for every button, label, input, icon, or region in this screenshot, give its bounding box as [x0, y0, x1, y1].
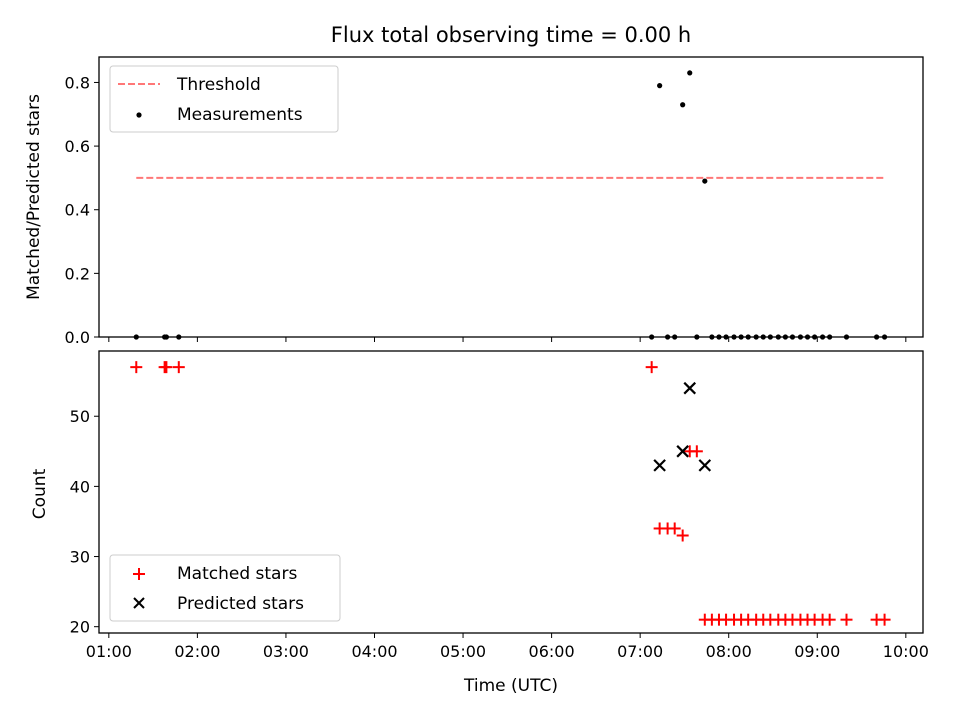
y-tick-label: 0.4 [65, 201, 90, 220]
bottom-legend-box [109, 554, 341, 622]
matched-stars-legend-swatch [133, 568, 145, 580]
measurement-point [680, 102, 686, 108]
y-tick-label: 0.8 [65, 73, 90, 92]
matched-star-point [645, 361, 658, 374]
top-legend-box [109, 65, 339, 133]
x-tick-label: 06:00 [529, 642, 575, 661]
matched-stars-legend-label: Matched stars [177, 564, 297, 584]
measurements-legend-swatch [136, 112, 142, 118]
y-tick-label: 0.2 [65, 264, 90, 283]
top-y-axis-label: Matched/Predicted stars [24, 94, 44, 300]
bottom-plot-area: 20 30 40 50 01:00 02:00 03:00 04:00 05:00 06:00 07… [70, 361, 929, 661]
y-tick-label: 50 [70, 407, 90, 426]
x-tick-label: 05:00 [440, 642, 486, 661]
y-tick-label: 0.0 [65, 328, 90, 347]
matched-star-point [823, 613, 836, 626]
top-legend: Threshold Measurements [109, 65, 339, 133]
matched-star-point [878, 613, 891, 626]
predicted-star-stroke [683, 381, 697, 395]
bottom-legend: Matched stars Predicted stars [109, 554, 341, 622]
x-tick-label: 07:00 [617, 642, 663, 661]
y-tick-label: 20 [70, 618, 90, 637]
predicted-star-stroke [676, 445, 689, 458]
measurement-point [702, 178, 708, 184]
predicted-star-point [676, 445, 689, 458]
y-tick-label: 40 [70, 477, 90, 496]
x-tick-label: 01:00 [86, 642, 132, 661]
matched-star-point [840, 613, 853, 626]
matched-star-point [690, 445, 703, 458]
x-tick-label: 04:00 [351, 642, 397, 661]
measurement-point [687, 70, 693, 76]
y-tick-label: 0.6 [65, 137, 90, 156]
threshold-legend-label: Threshold [176, 75, 261, 95]
bottom-y-axis-label: Count [30, 468, 50, 519]
top-axes-frame [98, 56, 924, 338]
matched-star-point [130, 361, 143, 374]
predicted-star-stroke [653, 459, 666, 472]
y-tick-label: 30 [70, 548, 90, 567]
chart-title: Flux total observing time = 0.00 h [331, 23, 691, 47]
predicted-stars-legend-label: Predicted stars [177, 594, 304, 614]
measurements-legend-label: Measurements [177, 105, 303, 125]
matched-star-point [172, 361, 185, 374]
matched-star-point [676, 529, 689, 542]
x-axis-label: Time (UTC) [463, 676, 558, 696]
matched-star-point [160, 361, 173, 374]
predicted-star-point [683, 381, 697, 395]
matched-star-point [668, 522, 681, 535]
predicted-star-stroke [698, 459, 712, 472]
x-tick-label: 02:00 [174, 642, 220, 661]
x-tick-label: 08:00 [706, 642, 752, 661]
bottom-axes-frame [98, 350, 924, 634]
x-tick-label: 10:00 [883, 642, 929, 661]
predicted-stars-legend-swatch [133, 597, 145, 609]
x-tick-label: 09:00 [794, 642, 840, 661]
predicted-star-point [698, 459, 712, 472]
x-tick-label: 03:00 [263, 642, 309, 661]
measurement-point [657, 83, 663, 89]
predicted-star-point [653, 459, 666, 472]
